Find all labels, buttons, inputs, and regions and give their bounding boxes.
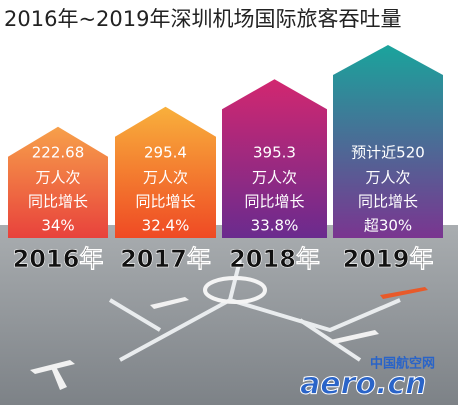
planes xyxy=(30,287,428,390)
x-tick-label: 2018年 xyxy=(229,245,320,273)
unit-label: 万人次 xyxy=(143,169,188,187)
value-label: 222.68 xyxy=(32,144,85,162)
bar xyxy=(222,79,327,238)
x-tick-label: 2016年 xyxy=(13,245,104,273)
growth-label: 33.8% xyxy=(251,217,299,235)
unit-label: 万人次 xyxy=(365,169,410,187)
growth-caption: 同比增长 xyxy=(358,193,418,211)
unit-label: 万人次 xyxy=(252,169,297,187)
growth-label: 32.4% xyxy=(142,217,190,235)
growth-caption: 同比增长 xyxy=(135,193,195,211)
growth-caption: 同比增长 xyxy=(244,193,304,211)
x-tick-label: 2017年 xyxy=(120,245,211,273)
bar xyxy=(333,45,443,238)
value-label: 295.4 xyxy=(144,144,187,162)
value-label: 395.3 xyxy=(253,144,296,162)
watermark: aero.cn xyxy=(300,367,427,402)
airport-photo xyxy=(0,225,458,405)
growth-caption: 同比增长 xyxy=(28,193,88,211)
value-label: 预计近520 xyxy=(351,144,425,162)
growth-label: 34% xyxy=(41,217,74,235)
chart-title: 2016年~2019年深圳机场国际旅客吞吐量 xyxy=(4,7,401,31)
x-tick-label: 2019年 xyxy=(343,245,434,273)
growth-label: 超30% xyxy=(364,217,412,235)
bar xyxy=(115,106,216,238)
watermark: 中国航空网 xyxy=(370,356,435,372)
unit-label: 万人次 xyxy=(35,169,80,187)
bar xyxy=(8,126,108,238)
